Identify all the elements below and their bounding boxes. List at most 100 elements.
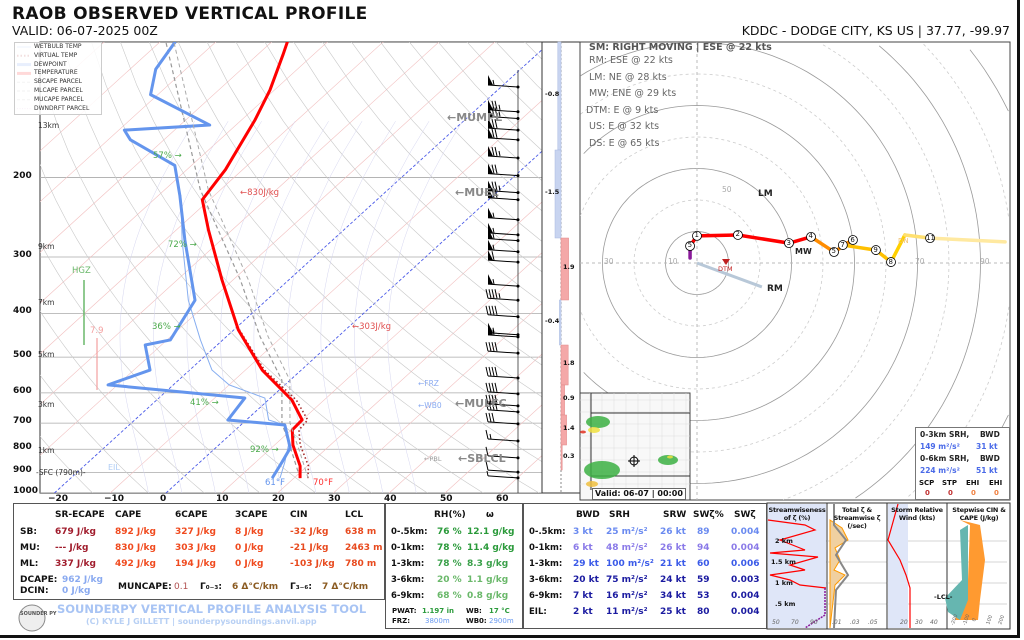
streamwise-value: 0.9 (563, 394, 575, 402)
temp-tick-label: −20 (48, 494, 69, 504)
radar-inset (579, 392, 691, 501)
srh-stp_l: STP (942, 479, 957, 487)
panel-title: Stepwise CIN & CAPE (J/kg) (952, 506, 1006, 522)
mixing-ratio-value: 8.3 g/kg (467, 559, 509, 569)
legend-label: WETBULB TEMP (34, 43, 82, 50)
dry-adiabat (40, 310, 205, 493)
storm-motion-header: SM: RIGHT MOVING | ESE @ 22 kts (589, 42, 772, 53)
barb-station (516, 198, 520, 202)
srh-box (915, 427, 1010, 500)
stepwise-cape (955, 520, 985, 620)
index-scp: 0 (925, 489, 930, 497)
wetbulb-temp-line (180, 195, 289, 479)
isotherm (40, 42, 496, 456)
isotherm (40, 42, 384, 355)
height-marker-label: 1 (694, 231, 699, 240)
height-marker (733, 230, 743, 240)
panel-height-label: 1.5 km (771, 558, 796, 566)
annotation-hgz: HGZ (72, 266, 91, 276)
dry-adiabat (235, 42, 542, 366)
barb-feather (491, 366, 495, 377)
wind-barb (487, 332, 519, 336)
barb-feather (491, 382, 495, 392)
height-marker-label: 7 (840, 240, 845, 249)
storm-motion-lm: LM: NE @ 28 kts (589, 71, 667, 83)
barb-flag (488, 187, 493, 198)
panel-tick: .05 (868, 619, 878, 626)
barb-station (516, 191, 520, 195)
isotherm (221, 201, 542, 493)
annotation-eil: EIL (108, 463, 120, 472)
frz-value: 3800m (425, 617, 450, 625)
lapse-03-label: Γ₀₋₃: (200, 582, 222, 592)
barb-feather (485, 461, 489, 471)
height-label: 5km (38, 350, 55, 359)
thermo-value: 8 J/kg (235, 527, 264, 537)
annotation-sblcl: ←SBLCL (458, 452, 506, 465)
barb-flag (488, 145, 493, 156)
storm-motion-us: US: E @ 32 kts (589, 121, 660, 132)
annotation-mulfc: ←MULFC (455, 397, 507, 410)
annotation-rh4: 41% → (190, 398, 219, 408)
temp-tick-label: 20 (272, 494, 285, 504)
kinematics-value: 0.004 (731, 607, 760, 617)
kinematics-value: 60 (697, 559, 710, 569)
legend-label: TEMPERATURE (34, 69, 78, 77)
hodo-ring (878, 45, 981, 264)
wind-barb (487, 391, 519, 395)
panel3-bg (888, 504, 908, 628)
height-marker-label: 2 (735, 230, 740, 239)
storm-motion-dtm: DTM: E @ 9 kts (586, 104, 659, 116)
barb-station (516, 392, 520, 396)
mlcape-parcel-line (173, 42, 309, 479)
moisture-row-label: 1-3km: (391, 559, 425, 569)
annotation-rh1: 57% → (153, 151, 182, 161)
srh-b1: BWD (980, 430, 1000, 439)
streamwise-bar (559, 299, 562, 346)
barb-station (516, 156, 520, 160)
panel-tick: 30 (915, 619, 923, 626)
isotherm (109, 100, 542, 493)
height-marker-label: 3 (786, 238, 791, 247)
thermo-header: CAPE (115, 510, 142, 520)
streamwise-bar (554, 149, 562, 239)
barb-feather (491, 289, 495, 299)
kinematics-table (523, 503, 767, 629)
wind-barb (487, 297, 519, 301)
barb-station (516, 410, 520, 414)
kinematics-value: 94 (697, 543, 710, 553)
thermo-value: 337 J/kg (55, 559, 96, 569)
barb-feather (488, 342, 492, 352)
thermo-value: 2463 m (345, 543, 383, 553)
pressure-tick-label: 600 (13, 385, 32, 396)
barb-station (516, 351, 520, 355)
barb-feather (494, 146, 498, 157)
thermo-value: -32 J/kg (290, 527, 329, 537)
storm-motion-vector (696, 261, 763, 289)
kinematics-value: 0.004 (731, 591, 760, 601)
moist-adiabat (354, 121, 430, 493)
barb-feather (494, 107, 498, 117)
isotherm (444, 404, 542, 493)
radar-echo (667, 455, 673, 459)
barb-station (516, 422, 520, 426)
moisture-row-label: 0-1km: (391, 543, 425, 553)
radar-echo (586, 416, 610, 428)
barb-flag (488, 180, 493, 191)
dry-adiabat (120, 42, 540, 493)
srh-ehi1_l: EHI (966, 479, 980, 487)
barb-half (486, 470, 489, 477)
hodo-ring (923, 43, 1010, 220)
barb-feather (485, 446, 489, 456)
skewt-layer (40, 42, 542, 493)
barb-half (498, 293, 501, 299)
dry-adiabat (40, 436, 93, 493)
height-label: 13km (38, 121, 60, 130)
temp-tick-label: 60 (496, 494, 509, 504)
wind-barb (487, 438, 519, 442)
streamwise-value: 0.3 (563, 451, 575, 460)
barb-feather (494, 382, 498, 392)
lapse-36-label: Γ₃₋₆: (290, 582, 312, 592)
barb-feather (491, 107, 495, 117)
